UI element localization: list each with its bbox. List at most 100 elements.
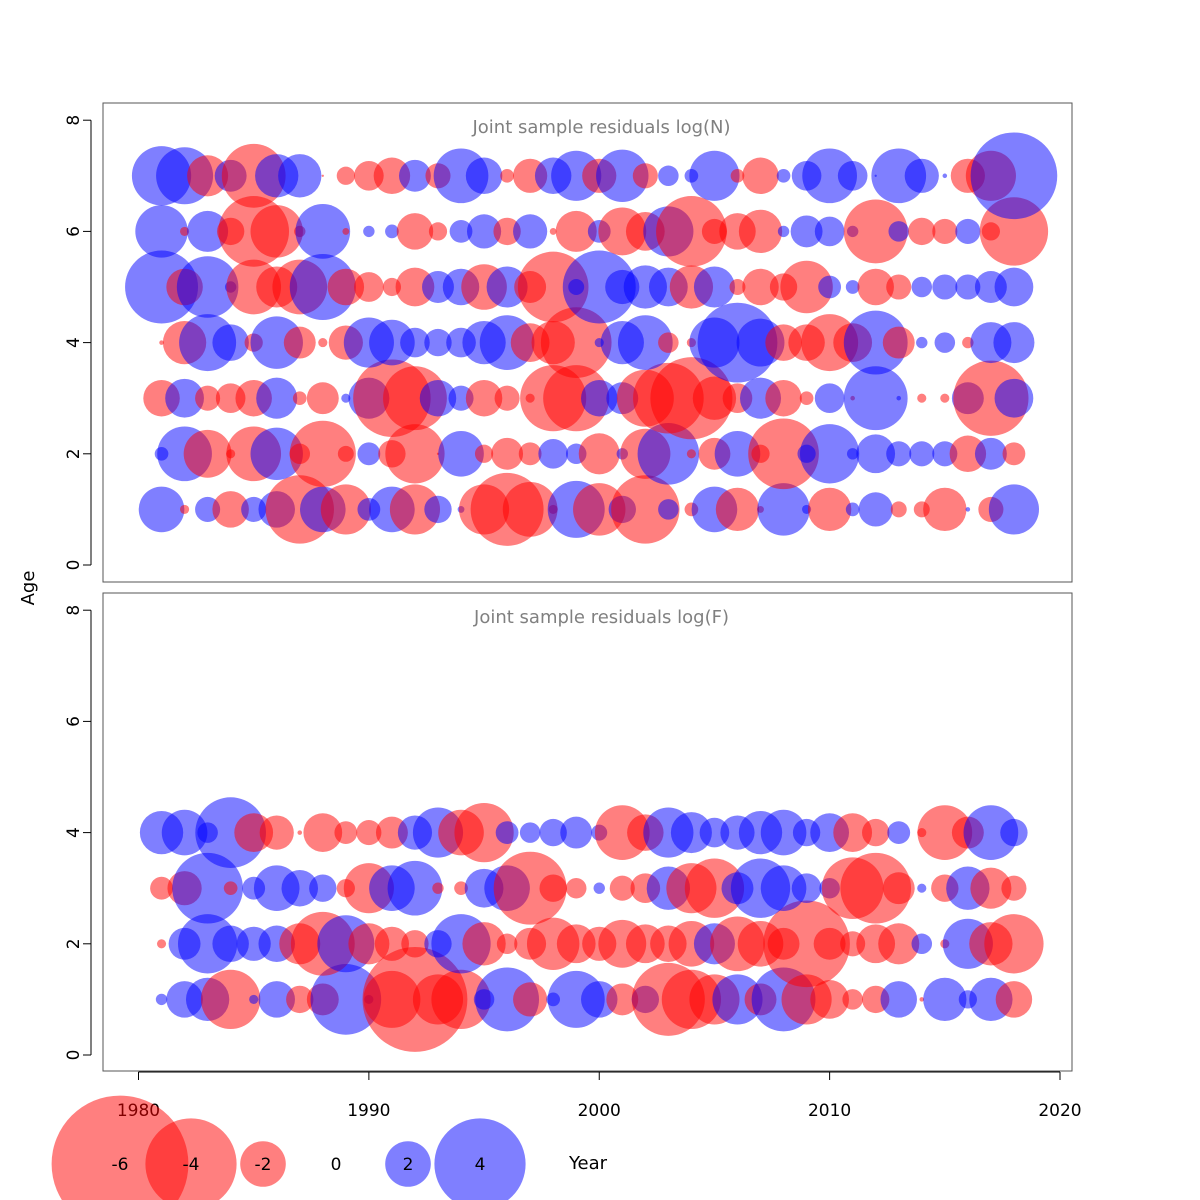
residual-point-age1-1993 — [424, 495, 452, 524]
legend-bubble — [385, 1141, 431, 1187]
y-tick-label: 4 — [64, 337, 84, 348]
residual-point-age1-2016 — [965, 507, 971, 512]
residual-point-age1-2000 — [581, 981, 618, 1018]
residual-point-age1-1981 — [155, 993, 168, 1006]
residual-point-age7-2002 — [632, 163, 658, 189]
residual-point-age7-2001 — [596, 149, 649, 203]
residual-point-age3-2010 — [814, 383, 845, 414]
residual-point-age4-1988 — [303, 813, 343, 852]
residual-point-age5-2005 — [693, 266, 735, 308]
residual-point-age5-1983 — [176, 256, 239, 318]
residual-point-age5-2015 — [932, 274, 958, 300]
legend-bubble — [434, 1118, 526, 1200]
residual-point-age1-2010 — [810, 980, 850, 1019]
residual-point-age1-2010 — [807, 487, 852, 532]
panel-frame — [102, 592, 1073, 1072]
residual-point-age2-2016 — [949, 435, 987, 473]
residual-point-age3-1993 — [419, 379, 457, 417]
residual-point-age2-1995 — [462, 922, 506, 966]
residual-point-age2-1989 — [337, 445, 354, 462]
legend-label: 0 — [331, 1155, 342, 1175]
residual-point-age3-1983 — [172, 852, 243, 924]
residual-point-age3-1995 — [465, 379, 503, 417]
residual-point-age2-1996 — [496, 933, 518, 955]
residual-point-age1-2006 — [712, 974, 763, 1025]
residual-point-age2-2012 — [856, 434, 896, 474]
residual-point-age6-2014 — [908, 217, 936, 246]
residual-point-age2-1998 — [538, 438, 568, 469]
residual-point-age3-2009 — [791, 873, 822, 904]
residual-point-age2-1995 — [474, 444, 494, 463]
residual-point-age4-2013 — [887, 821, 911, 844]
residual-point-age4-1981 — [159, 340, 164, 345]
residual-point-age3-2005 — [684, 858, 745, 918]
residual-point-age7-2010 — [802, 148, 857, 204]
residual-point-age6-2012 — [843, 199, 908, 264]
residual-point-age4-2012 — [862, 818, 890, 847]
residual-point-age4-1987 — [283, 326, 316, 359]
residual-point-age7-2018 — [970, 132, 1058, 220]
panel-title: Joint sample residuals log(N) — [471, 117, 730, 138]
residual-point-age6-1986 — [250, 205, 303, 258]
residual-point-age1-2000 — [573, 483, 626, 536]
residual-point-age2-2010 — [813, 927, 846, 960]
residual-point-age6-1990 — [363, 225, 375, 238]
residual-point-age3-2001 — [609, 875, 635, 901]
residual-point-age2-2013 — [878, 923, 920, 965]
residual-point-age7-2006 — [730, 168, 745, 183]
residual-point-age4-2011 — [833, 813, 873, 852]
residual-point-age3-2005 — [692, 376, 737, 420]
residual-point-age5-2011 — [845, 280, 860, 294]
residual-point-age7-2011 — [837, 160, 868, 191]
residual-point-age3-2018 — [994, 378, 1034, 418]
residual-point-age7-2015 — [942, 173, 948, 179]
y-tick-label: 2 — [64, 938, 84, 949]
residual-point-age2-2018 — [984, 914, 1044, 974]
residual-point-age4-1987 — [297, 830, 303, 835]
residual-point-age6-1991 — [385, 224, 399, 239]
residual-point-age1-1984 — [201, 969, 261, 1030]
y-tick-label: 2 — [64, 448, 84, 459]
residual-point-age4-2015 — [917, 805, 973, 860]
residual-point-age6-2016 — [955, 218, 981, 244]
residual-point-age2-2014 — [909, 441, 935, 467]
residual-point-age7-1991 — [373, 157, 411, 195]
residual-point-age5-1990 — [354, 272, 384, 302]
residual-point-age1-2012 — [858, 492, 893, 527]
y-tick-label: 4 — [64, 827, 84, 838]
residual-point-age1-2011 — [842, 989, 863, 1010]
residual-point-age2-1997 — [518, 442, 542, 466]
residual-point-age5-2018 — [994, 267, 1034, 307]
residual-point-age5-2014 — [911, 276, 933, 298]
residual-point-age3-2015 — [940, 393, 950, 403]
residual-point-age4-2017 — [963, 805, 1019, 860]
residual-point-age3-1993 — [432, 882, 444, 894]
residual-point-age6-2009 — [790, 215, 823, 248]
legend-label: 4 — [475, 1155, 486, 1175]
residual-point-age2-2004 — [686, 449, 696, 459]
residual-point-age1-2014 — [919, 997, 925, 1002]
panel-1: Joint sample residuals log(N) 0 2 4 6 8 — [64, 102, 1073, 583]
y-tick-label: 0 — [64, 560, 84, 571]
legend-bubble — [145, 1118, 237, 1200]
residual-point-age1-1997 — [502, 482, 558, 537]
residual-point-age4-2014 — [916, 336, 928, 349]
residual-point-age4-1999 — [540, 307, 612, 378]
residual-point-age2-2010 — [799, 424, 860, 484]
residual-point-age7-1995 — [465, 157, 503, 195]
residual-point-age4-2002 — [617, 315, 673, 370]
x-axis-label: Year — [568, 1153, 608, 1174]
residual-point-age4-1982 — [161, 809, 208, 856]
residual-point-age2-2009 — [763, 900, 850, 988]
residual-point-age3-2014 — [917, 883, 927, 893]
residual-point-age4-2008 — [760, 809, 807, 856]
residual-point-age3-2014 — [917, 393, 927, 403]
residual-point-age6-1992 — [396, 213, 434, 250]
legend-label: -4 — [183, 1155, 200, 1175]
residual-point-age4-1995 — [454, 802, 514, 863]
residual-point-age4-1999 — [560, 816, 593, 849]
residual-point-age4-2015 — [934, 332, 956, 353]
residual-point-age4-2004 — [670, 812, 712, 854]
residual-point-age3-2012 — [840, 852, 912, 924]
residual-point-age4-2005 — [699, 817, 730, 848]
